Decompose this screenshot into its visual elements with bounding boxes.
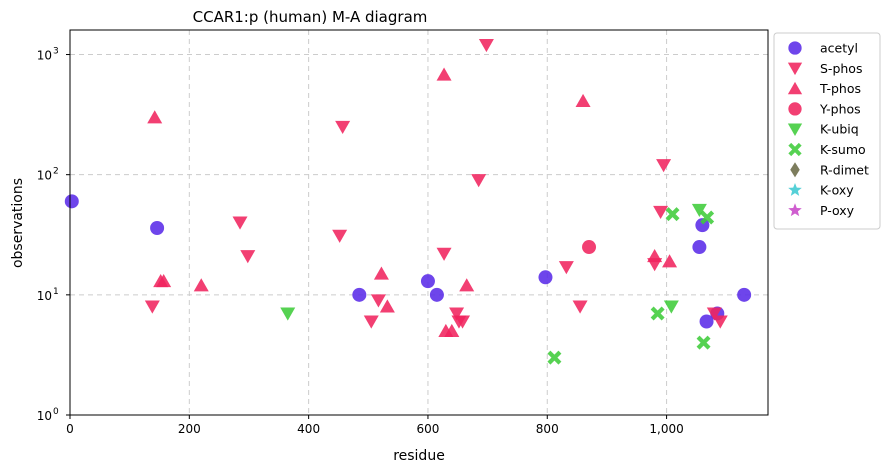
legend-marker-k-ubiq [787,123,803,136]
y-tick-exponent: 1 [53,287,59,297]
y-axis-label: observations [10,178,26,268]
point-acetyl [538,270,553,285]
point-s-phos [572,300,588,314]
point-k-ubiq [280,307,296,321]
x-axis-label: residue [393,448,445,464]
point-s-phos [240,250,256,264]
point-t-phos [193,278,209,292]
legend-entry-label: K-oxy [820,183,854,198]
legend-marker-acetyl [788,41,802,55]
point-k-ubiq [691,203,707,217]
point-s-phos [656,159,672,173]
legend-frame [773,32,881,230]
data-points [64,39,752,365]
legend-marker-y-phos [788,102,802,116]
legend-marker-r-dimet [790,162,800,178]
x-tick-label: 800 [536,422,559,436]
point-acetyl [692,240,707,255]
point-t-phos [436,67,452,81]
y-tick-label: 10 [37,289,52,303]
point-s-phos [335,120,351,134]
point-k-sumo [665,207,680,222]
point-acetyl [150,220,165,235]
point-k-sumo [650,306,665,321]
legend-entry-label: T-phos [819,81,861,96]
point-s-phos [478,39,494,53]
point-acetyl [429,287,444,302]
point-t-phos [444,323,460,338]
point-s-phos [436,247,452,261]
plot-frame [69,29,769,416]
point-k-sumo [696,335,711,350]
point-t-phos [459,278,475,292]
point-s-phos [332,229,348,243]
point-s-phos [471,174,487,188]
legend-entry-label: K-sumo [820,142,866,157]
point-acetyl [420,274,435,289]
legend-marker-s-phos [787,62,803,76]
point-y-phos [582,240,597,255]
point-s-phos [706,307,722,321]
y-tick-exponent: 2 [53,167,59,177]
y-tick-label: 10 [37,409,52,423]
point-s-phos [144,300,160,314]
point-t-phos [647,249,663,263]
point-s-phos [370,294,386,308]
point-k-ubiq [663,300,679,314]
point-s-phos [449,307,465,321]
y-tick-label: 10 [37,169,52,183]
legend: acetyl S-phos T-phos Y-phos K-ubiq K-sumo R-di… [773,32,881,230]
point-t-phos [147,110,163,124]
point-acetyl [352,287,367,302]
x-tick-label: 1,000 [649,422,683,436]
point-acetyl [699,314,714,329]
point-t-phos [373,266,389,280]
point-acetyl [64,194,79,209]
x-tick-label: 400 [297,422,320,436]
x-tick-label: 600 [416,422,439,436]
point-t-phos [662,254,678,268]
point-s-phos [712,315,728,329]
legend-entry-label: Y-phos [819,101,861,116]
legend-entry-label: S-phos [820,61,862,76]
point-t-phos [575,93,591,108]
legend-entry-label: K-ubiq [820,122,859,137]
legend-entry-label: acetyl [820,41,858,56]
point-s-phos [653,205,669,220]
legend-marker-k-oxy [788,182,802,196]
point-k-sumo [547,350,562,365]
point-s-phos [363,315,379,329]
y-tick-exponent: 3 [53,47,59,57]
point-s-phos [232,216,248,230]
y-tick-label: 10 [37,49,52,63]
point-acetyl [737,287,752,302]
x-tick-label: 200 [178,422,201,436]
legend-entry-label: P-oxy [820,203,855,218]
legend-entry-label: R-dimet [820,162,869,177]
legend-marker-t-phos [787,81,803,95]
grid-lines [70,30,768,415]
legend-marker-k-sumo [788,142,802,157]
x-axis-ticks: 0 200 400 600 800 1,000 [66,415,684,436]
x-tick-label: 0 [66,422,74,436]
chart-title: CCAR1:p (human) M-A diagram [193,8,428,26]
y-tick-exponent: 0 [53,407,59,417]
point-t-phos [379,299,395,313]
point-s-phos [455,315,471,329]
point-s-phos [558,261,574,275]
point-t-phos [156,274,172,288]
point-k-sumo [700,210,715,225]
legend-marker-p-oxy [788,203,802,217]
